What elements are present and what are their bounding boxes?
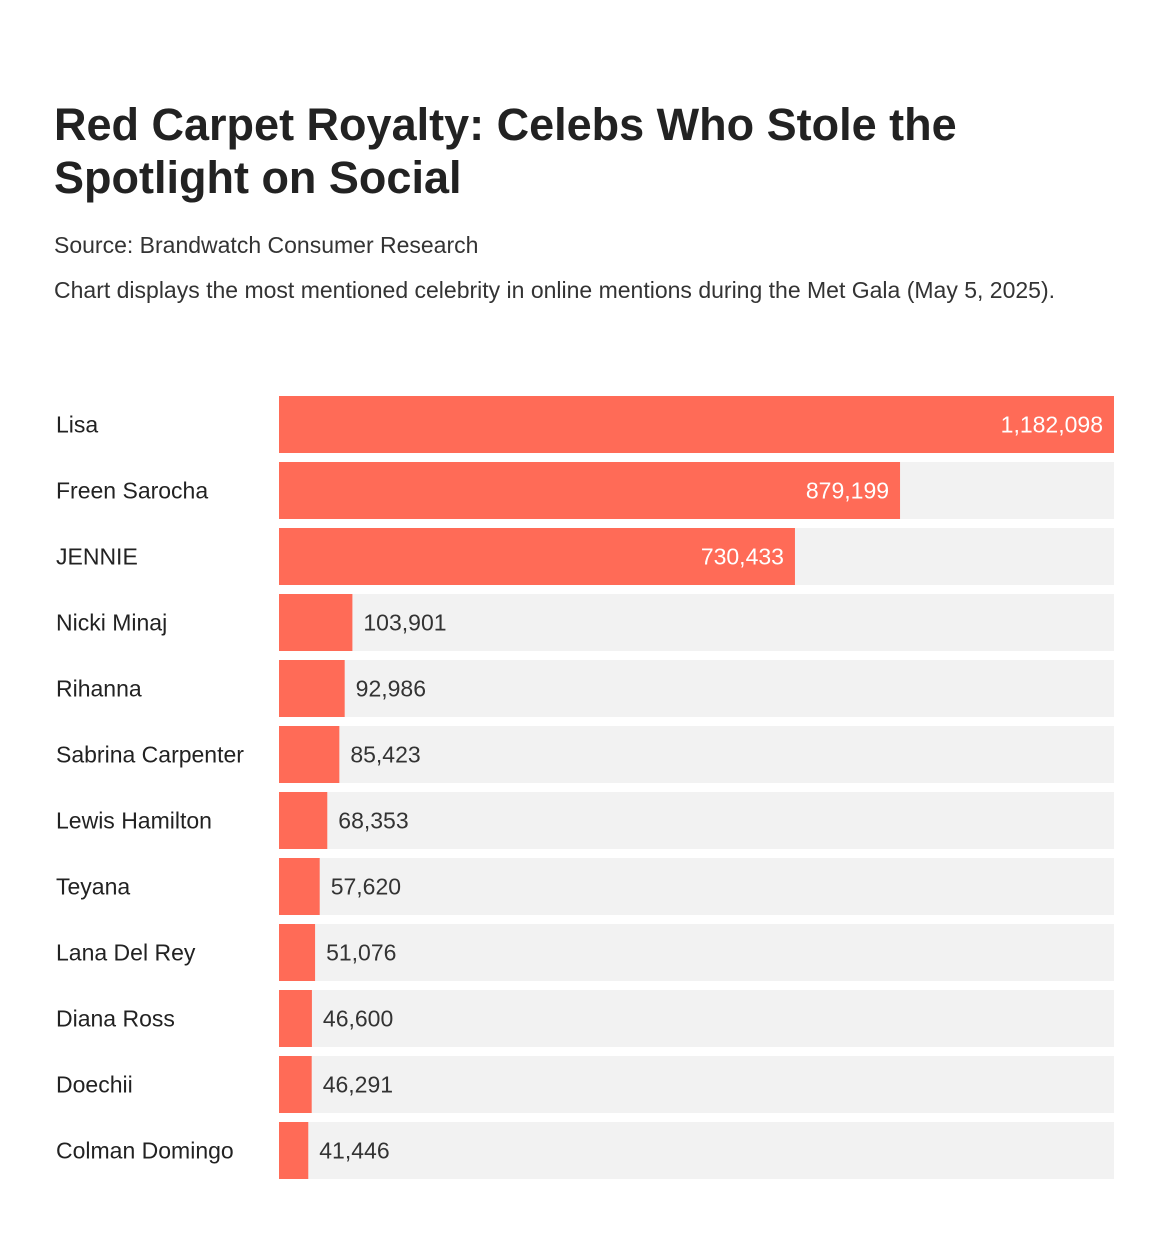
category-label: Freen Sarocha: [56, 478, 208, 504]
bar: [279, 462, 901, 519]
bar: [279, 1056, 312, 1113]
category-label: Nicki Minaj: [56, 610, 167, 636]
chart-description: Chart displays the most mentioned celebr…: [54, 277, 1056, 303]
value-label: 103,901: [363, 610, 446, 636]
value-label: 1,182,098: [1001, 412, 1103, 438]
category-label: Rihanna: [56, 676, 142, 702]
bar-track: [279, 1122, 1114, 1179]
bar: [279, 396, 1114, 453]
bar-row: JENNIE 730,433: [56, 528, 1114, 585]
bar-track: [279, 792, 1114, 849]
bar: [279, 1122, 309, 1179]
category-label: Lewis Hamilton: [56, 808, 212, 834]
bar-row: Nicki Minaj 103,901: [56, 594, 1114, 651]
value-label: 57,620: [331, 874, 401, 900]
chart-source: Source: Brandwatch Consumer Research: [54, 232, 479, 258]
bar: [279, 660, 345, 717]
value-label: 51,076: [326, 940, 396, 966]
value-label: 730,433: [701, 544, 784, 570]
bar-row: Diana Ross 46,600: [56, 990, 1114, 1047]
bar-row: Freen Sarocha 879,199: [56, 462, 1114, 519]
bar-row: Teyana 57,620: [56, 858, 1114, 915]
bar: [279, 924, 316, 981]
category-label: JENNIE: [56, 544, 138, 570]
value-label: 46,600: [323, 1006, 393, 1032]
value-label: 85,423: [350, 742, 420, 768]
bar-row: Lisa 1,182,098: [56, 396, 1114, 453]
category-label: Doechii: [56, 1072, 133, 1098]
bar: [279, 792, 328, 849]
value-label: 92,986: [356, 676, 426, 702]
value-label: 879,199: [806, 478, 889, 504]
bar-row: Lana Del Rey 51,076: [56, 924, 1114, 981]
chart-title: Red Carpet Royalty: Celebs Who Stole the…: [54, 99, 957, 203]
bar-row: Colman Domingo 41,446: [56, 1122, 1114, 1179]
bar: [279, 990, 312, 1047]
category-label: Colman Domingo: [56, 1138, 234, 1164]
bar: [279, 594, 353, 651]
bar-row: Doechii 46,291: [56, 1056, 1114, 1113]
bar-row: Rihanna 92,986: [56, 660, 1114, 717]
bar-row: Sabrina Carpenter 85,423: [56, 726, 1114, 783]
bar-track: [279, 858, 1114, 915]
bar-track: [279, 726, 1114, 783]
bar: [279, 726, 340, 783]
category-label: Diana Ross: [56, 1006, 175, 1032]
category-label: Sabrina Carpenter: [56, 742, 244, 768]
category-label: Lisa: [56, 412, 98, 438]
bar: [279, 858, 320, 915]
bar-track: [279, 924, 1114, 981]
bar: [279, 528, 795, 585]
category-label: Teyana: [56, 874, 130, 900]
bar-track: [279, 594, 1114, 651]
bar-track: [279, 660, 1114, 717]
value-label: 41,446: [319, 1138, 389, 1164]
bar-track: [279, 990, 1114, 1047]
bar-track: [279, 1056, 1114, 1113]
value-label: 46,291: [323, 1072, 393, 1098]
bar-row: Lewis Hamilton 68,353: [56, 792, 1114, 849]
category-label: Lana Del Rey: [56, 940, 196, 966]
value-label: 68,353: [338, 808, 408, 834]
